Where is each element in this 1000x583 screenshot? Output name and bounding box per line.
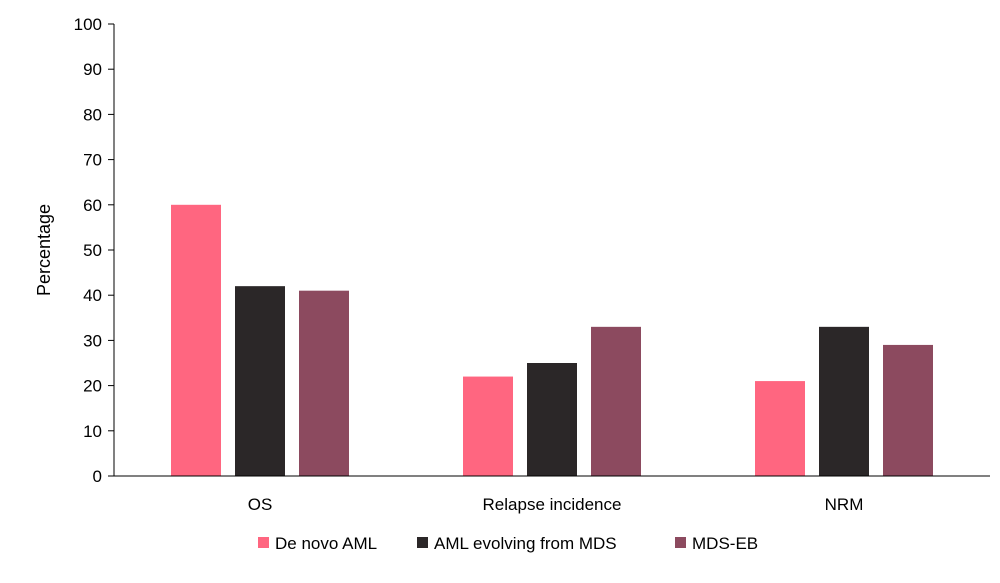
y-axis-ticks: 0 10 20 30 40 50 60 70 80 90 100 (74, 15, 114, 486)
y-tick-label: 40 (83, 286, 102, 305)
legend-label: De novo AML (275, 534, 377, 553)
x-axis-labels: OS Relapse incidence NRM (248, 495, 864, 514)
bar (235, 286, 285, 476)
y-tick-label: 90 (83, 60, 102, 79)
y-tick-label: 0 (93, 467, 102, 486)
y-tick-label: 100 (74, 15, 102, 34)
x-category-label: OS (248, 495, 273, 514)
bar (591, 326, 641, 476)
legend-swatch (258, 537, 269, 548)
y-tick-label: 20 (83, 377, 102, 396)
bar (463, 376, 513, 476)
y-axis-title: Percentage (34, 204, 54, 296)
x-category-label: NRM (825, 495, 864, 514)
legend-swatch (675, 537, 686, 548)
y-tick-label: 80 (83, 105, 102, 124)
legend-label: MDS-EB (692, 534, 758, 553)
legend: De novo AML AML evolving from MDS MDS-EB (258, 534, 758, 553)
bar (755, 381, 805, 476)
bar (527, 363, 577, 476)
x-category-label: Relapse incidence (483, 495, 622, 514)
y-tick-label: 30 (83, 331, 102, 350)
bar (883, 344, 933, 476)
bar (171, 204, 221, 477)
y-tick-label: 10 (83, 422, 102, 441)
y-tick-label: 70 (83, 151, 102, 170)
bar (819, 326, 869, 476)
y-tick-label: 50 (83, 241, 102, 260)
y-tick-label: 60 (83, 196, 102, 215)
legend-label: AML evolving from MDS (434, 534, 617, 553)
legend-swatch (417, 537, 428, 548)
bars (171, 204, 933, 477)
bar (299, 290, 349, 476)
